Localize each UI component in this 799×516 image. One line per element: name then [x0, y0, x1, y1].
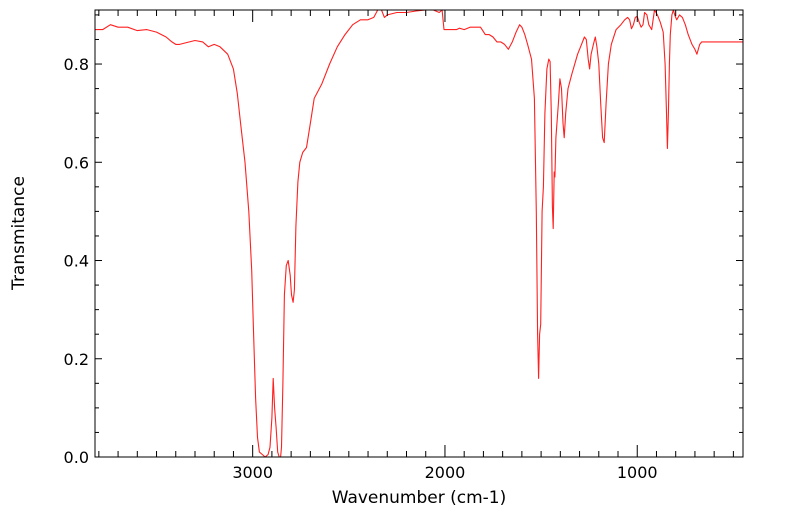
- plot-area: 0.0 0.2 0.4 0.6 0.8 3000 2000 1000: [64, 9, 744, 482]
- y-tick-label: 0.8: [64, 55, 89, 74]
- x-tick-label: 2000: [425, 463, 466, 482]
- y-tick-label: 0.6: [64, 153, 89, 172]
- x-axis-label: Wavenumber (cm-1): [332, 488, 507, 508]
- x-tick-label: 1000: [617, 463, 658, 482]
- y-tick-label: 0.2: [64, 350, 89, 369]
- y-axis-label: Transmitance: [9, 176, 29, 291]
- x-axis-tick-labels: 3000 2000 1000: [232, 463, 657, 482]
- x-axis-ticks: [98, 10, 734, 457]
- y-axis-tick-labels: 0.0 0.2 0.4 0.6 0.8: [64, 55, 89, 467]
- y-tick-label: 0.0: [64, 448, 89, 467]
- y-tick-label: 0.4: [64, 252, 89, 271]
- x-tick-label: 3000: [232, 463, 273, 482]
- y-axis-ticks: [95, 14, 743, 458]
- plot-frame: [94, 9, 744, 458]
